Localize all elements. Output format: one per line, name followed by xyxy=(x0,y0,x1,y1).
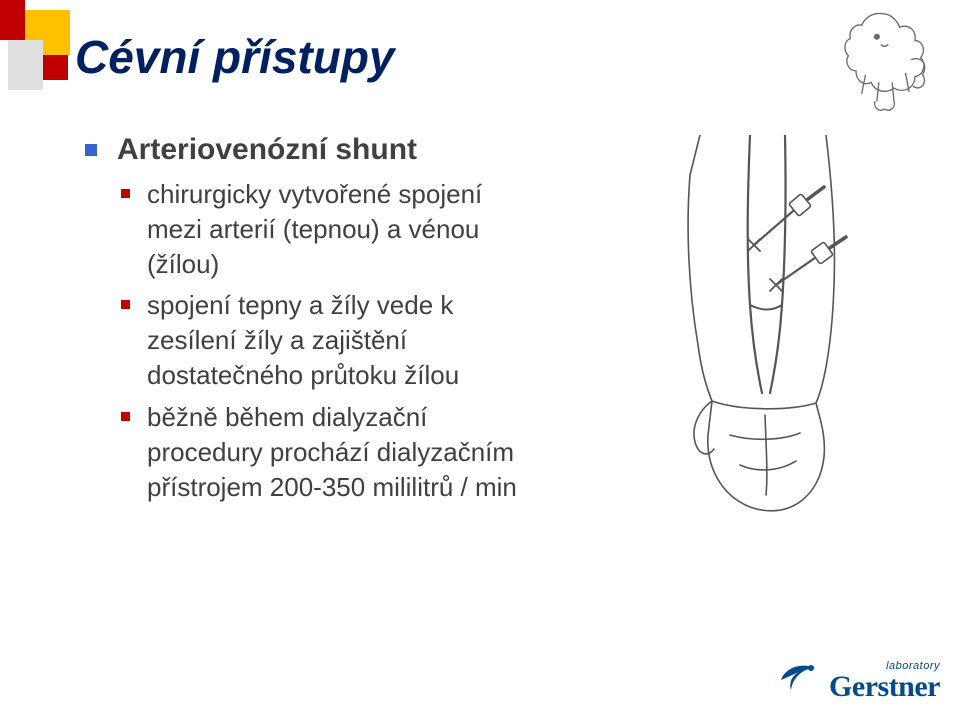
arm-shunt-figure xyxy=(590,135,910,515)
bullet-l1-text: Arteriovenózní shunt xyxy=(117,130,535,169)
deco-square-red-bottom xyxy=(43,55,68,80)
bullet-l2-item: chirurgicky vytvořené spojení mezi arter… xyxy=(117,177,535,282)
content-area: Arteriovenózní shunt chirurgicky vytvoře… xyxy=(85,130,535,511)
logo-big-text: Gerstner xyxy=(829,672,940,702)
slide-title: Cévní přístupy xyxy=(75,30,395,84)
logo-swoosh-icon xyxy=(775,654,823,702)
bullet-l2-item: spojení tepny a žíly vede k zesílení žíl… xyxy=(117,288,535,393)
bullet-l2-text: běžně během dialyzační procedury procház… xyxy=(147,400,535,505)
bullet-l2-text: chirurgicky vytvořené spojení mezi arter… xyxy=(147,177,535,282)
deco-square-gray xyxy=(8,40,43,90)
bullet-l2-item: běžně během dialyzační procedury procház… xyxy=(117,400,535,505)
bullet-l2-text: spojení tepny a žíly vede k zesílení žíl… xyxy=(147,288,535,393)
lion-emblem xyxy=(837,6,932,116)
gerstner-logo: laboratory Gerstner xyxy=(775,654,940,702)
deco-square-red-top xyxy=(0,0,25,40)
bullet-l1: Arteriovenózní shunt chirurgicky vytvoře… xyxy=(85,130,535,505)
